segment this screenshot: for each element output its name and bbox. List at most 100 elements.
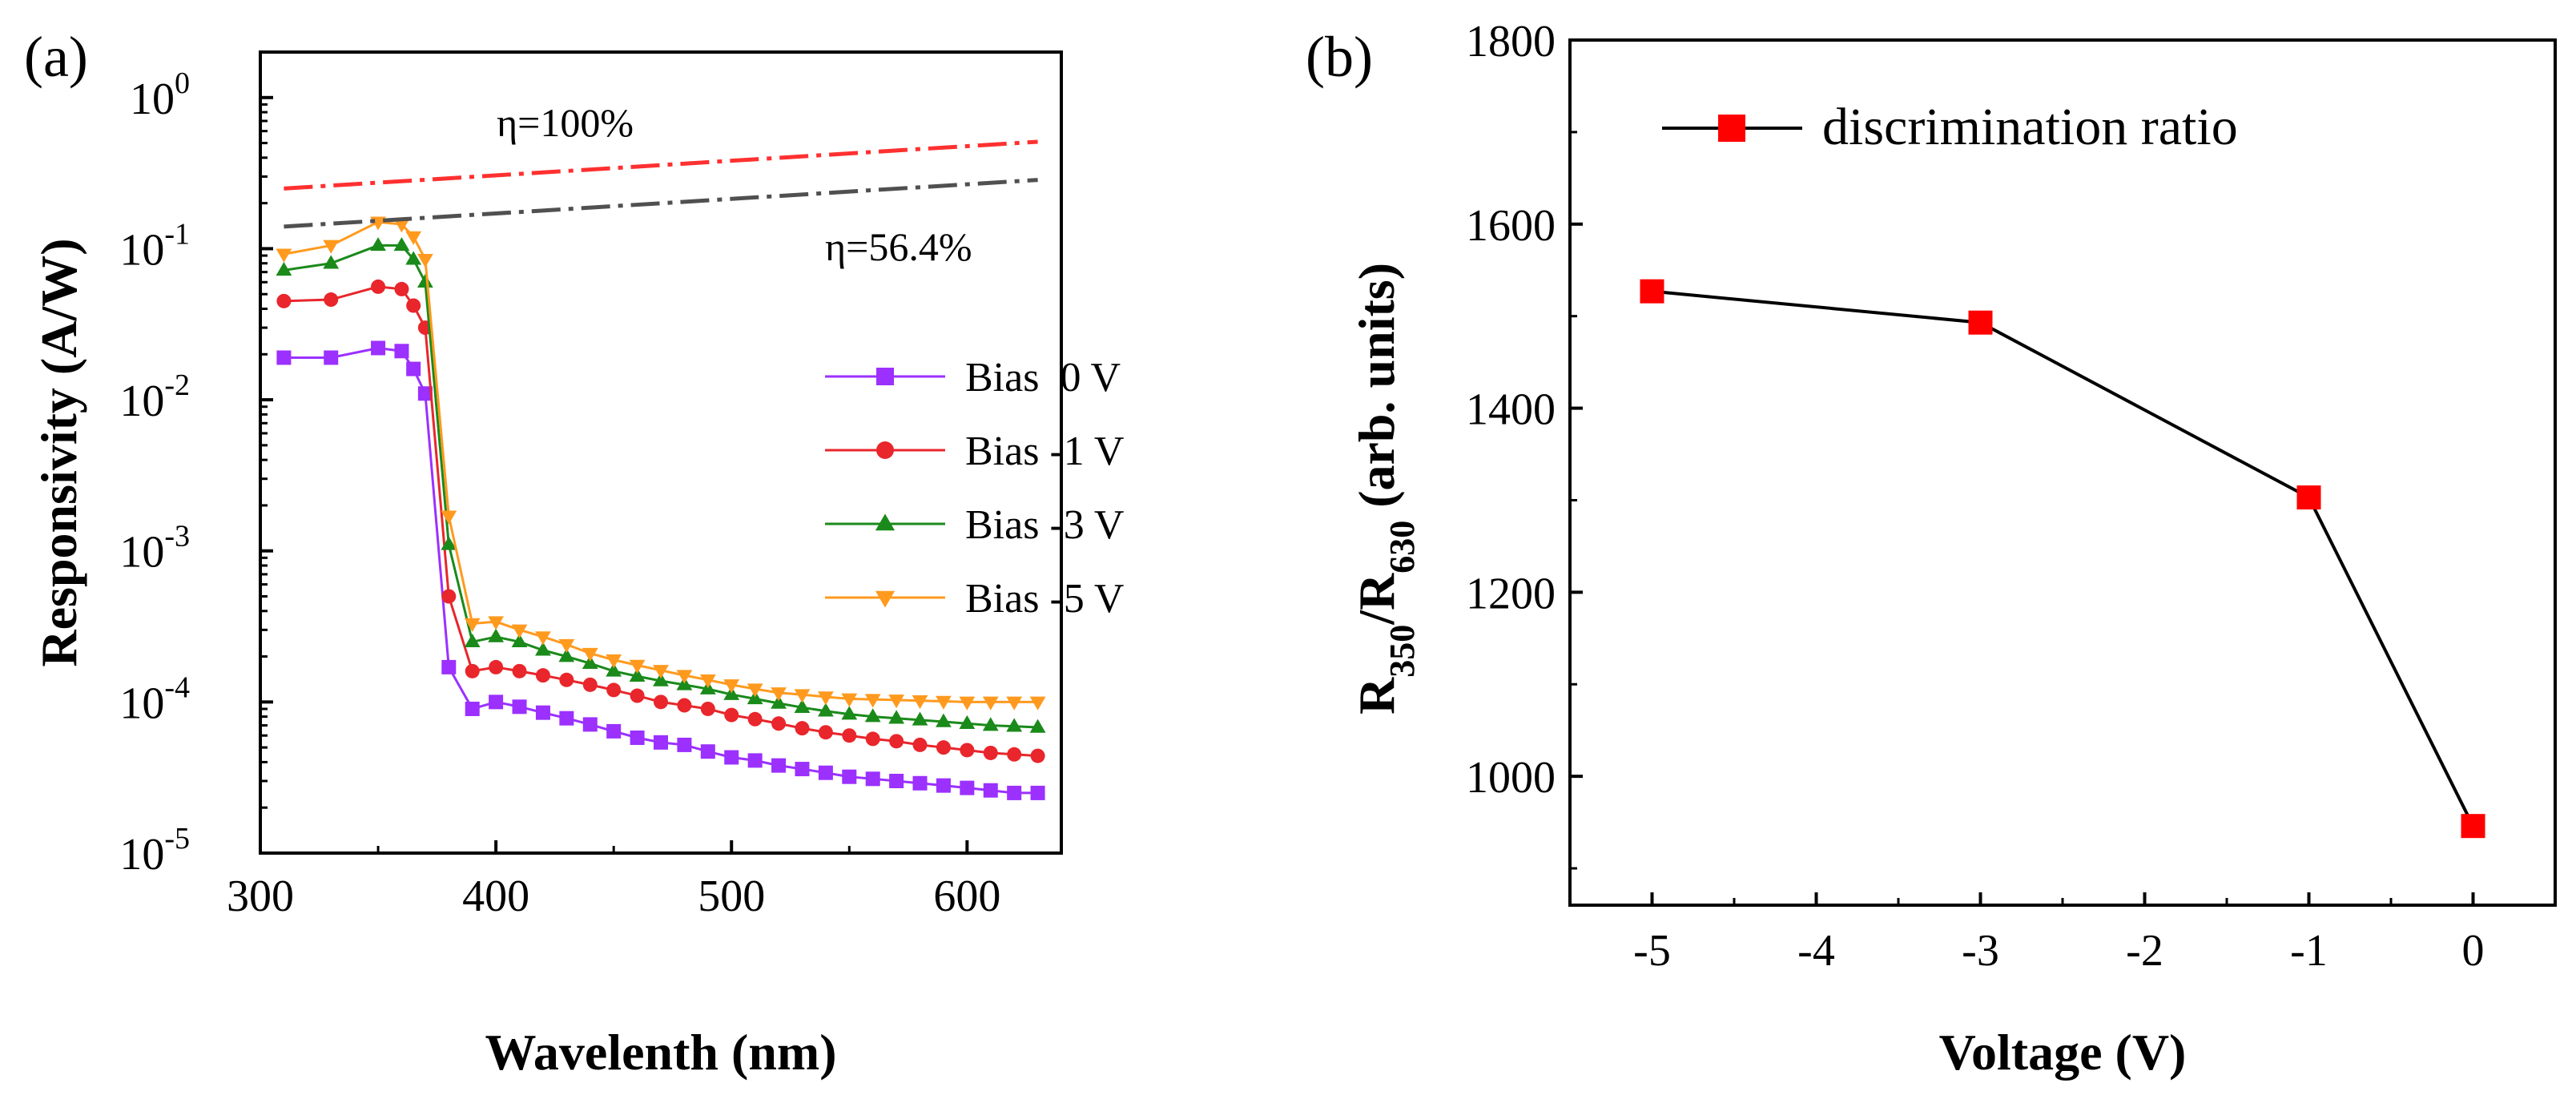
a-point-s2-8 [488, 628, 505, 642]
a-point-s1-11 [559, 672, 574, 687]
a-point-s1-29 [983, 745, 998, 760]
a-point-s0-19 [747, 753, 763, 768]
b-x-tick-label-0: -5 [1633, 926, 1671, 976]
a-point-s2-22 [817, 702, 834, 717]
a-point-s3-5 [417, 253, 433, 268]
b-point-2 [2296, 485, 2321, 510]
a-legend-marker-2 [875, 513, 896, 531]
panel-a: (a) 300 400 500 600 10-5 10-4 10-3 10-2 10-1 100… [24, 25, 1124, 1081]
a-reference-line-1 [284, 178, 1038, 229]
a-point-s3-11 [558, 638, 575, 653]
a-point-s3-6 [441, 510, 457, 525]
a-point-s2-29 [982, 717, 999, 731]
a-point-s0-27 [936, 778, 951, 793]
a-legend-marker-0 [876, 368, 894, 385]
panel-a-y-ticks: 10-5 10-4 10-3 10-2 10-1 100 [119, 66, 273, 880]
a-point-s1-17 [700, 701, 715, 716]
a-point-s2-28 [959, 715, 976, 730]
a-point-s1-14 [630, 688, 645, 703]
a-point-s3-17 [699, 674, 716, 689]
b-y-tick-label-2: 1400 [1466, 385, 1556, 435]
a-point-s0-18 [724, 750, 739, 765]
a-legend-label-0: Bias 0 V [965, 355, 1121, 401]
a-reference-line-0 [284, 139, 1038, 191]
a-point-s3-1 [323, 240, 340, 254]
a-point-s2-3 [393, 237, 410, 252]
a-point-s0-11 [559, 711, 574, 726]
a-point-s0-15 [654, 735, 668, 750]
legend-label-discrimination: discrimination ratio [1822, 98, 2238, 156]
a-series-line-0 [284, 346, 1038, 795]
a-x-tick-label-0: 300 [227, 872, 294, 921]
a-point-s2-27 [936, 713, 952, 727]
a-point-s3-23 [841, 693, 858, 707]
a-legend-marker-1 [876, 441, 894, 459]
a-point-s0-24 [865, 771, 880, 787]
a-legend-label-1: Bias -1 V [965, 429, 1124, 474]
eta-100-label: η=100% [497, 100, 634, 145]
a-point-s2-13 [606, 662, 622, 677]
a-point-s1-0 [276, 293, 292, 308]
a-point-s0-14 [630, 730, 645, 745]
a-point-s0-2 [371, 340, 386, 356]
a-point-s1-9 [512, 663, 527, 678]
a-point-s2-15 [653, 672, 669, 686]
a-point-s3-9 [511, 624, 528, 638]
a-x-tick-label-1: 400 [462, 872, 529, 921]
a-point-s0-30 [1007, 785, 1022, 800]
a-point-s3-18 [723, 679, 740, 694]
b-y-tick-label-3: 1600 [1466, 201, 1556, 251]
a-point-s1-16 [677, 698, 692, 713]
a-point-s1-3 [394, 281, 409, 296]
a-point-s2-5 [417, 273, 433, 288]
a-point-s3-21 [794, 689, 811, 703]
a-point-s0-10 [535, 705, 550, 720]
a-point-s0-26 [912, 775, 928, 791]
a-point-s1-6 [441, 589, 457, 604]
a-point-s2-2 [370, 237, 386, 252]
a-point-s3-24 [864, 694, 881, 708]
a-point-s2-0 [276, 261, 292, 276]
a-point-s2-24 [864, 708, 881, 723]
a-y-tick-label-4: 10-1 [119, 217, 190, 275]
b-y-tick-label-4: 1800 [1466, 17, 1556, 66]
a-point-s3-7 [464, 618, 481, 632]
panel-b-x-ticks: -5 -4 -3 -2 -1 0 [1633, 892, 2485, 976]
a-point-s0-28 [960, 780, 975, 795]
a-point-s0-17 [700, 744, 715, 759]
panel-a-label: (a) [24, 25, 88, 89]
panel-b-legend: discrimination ratio [1662, 98, 2238, 156]
a-point-s3-12 [582, 647, 598, 662]
a-point-s2-12 [582, 654, 598, 669]
a-point-s0-21 [795, 762, 810, 777]
panel-a-x-axis-title: Wavelenth (nm) [485, 1024, 836, 1081]
a-x-tick-label-2: 500 [698, 872, 765, 921]
panel-b-plot-frame [1568, 38, 2557, 907]
a-point-s2-18 [723, 686, 740, 700]
b-x-tick-label-3: -2 [2126, 926, 2163, 976]
b-point-1 [1968, 310, 1993, 335]
a-point-s1-4 [406, 298, 421, 313]
b-point-3 [2461, 814, 2485, 839]
a-point-s2-6 [441, 536, 457, 550]
a-point-s1-2 [371, 279, 386, 294]
a-point-s1-24 [865, 731, 880, 747]
a-point-s3-31 [1029, 696, 1046, 711]
a-point-s2-11 [558, 648, 575, 662]
a-point-s0-16 [677, 737, 692, 752]
a-point-s3-16 [676, 670, 693, 684]
a-point-s2-21 [794, 698, 811, 713]
panel-a-legend: Bias 0 V Bias -1 V Bias -3 V Bias -5 V [825, 355, 1124, 622]
a-point-s1-19 [747, 711, 763, 727]
panel-b-x-axis-title: Voltage (V) [1939, 1024, 2187, 1081]
a-point-s2-7 [464, 633, 481, 648]
a-point-s3-0 [276, 248, 292, 263]
a-point-s2-31 [1029, 719, 1046, 733]
a-point-s3-8 [488, 616, 505, 630]
a-point-s3-27 [936, 695, 952, 710]
a-point-s2-26 [912, 711, 928, 726]
a-point-s1-12 [582, 677, 598, 692]
panel-a-series [276, 216, 1046, 800]
a-point-s3-30 [1006, 696, 1023, 711]
b-point-0 [1640, 279, 1664, 304]
